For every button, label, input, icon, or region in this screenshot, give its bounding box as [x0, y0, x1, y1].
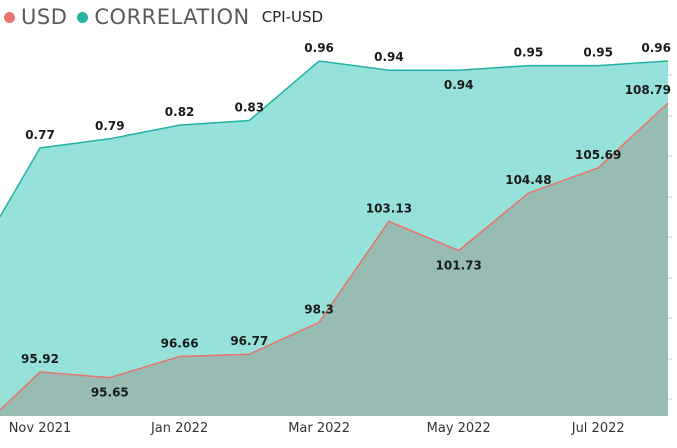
x-tick-label: Nov 2021: [9, 421, 72, 436]
correlation-data-label: 0.95: [583, 46, 613, 60]
correlation-data-label: 0.96: [641, 41, 671, 55]
legend-label: USD: [21, 5, 68, 29]
usd-data-label: 95.92: [21, 352, 59, 366]
chart-legend: USD CORRELATION CPI-USD: [4, 2, 323, 32]
usd-data-label: 101.73: [436, 259, 482, 273]
x-tick-label: Jul 2022: [571, 421, 625, 436]
usd-data-label: 103.13: [366, 201, 412, 215]
correlation-series-line: [0, 60, 669, 218]
usd-data-label: 105.69: [575, 148, 621, 162]
usd-series-line: [0, 102, 669, 411]
legend-item-correlation[interactable]: CORRELATION: [77, 5, 249, 29]
correlation-data-label: 0.77: [25, 128, 55, 142]
usd-data-label: 98.3: [304, 302, 334, 316]
correlation-data-label: 0.82: [165, 105, 195, 119]
legend-dot-icon: [77, 11, 89, 23]
usd-data-label: 104.48: [505, 173, 551, 187]
legend-dot-icon: [4, 11, 15, 23]
x-tick-label: May 2022: [427, 421, 491, 436]
usd-data-label: 96.77: [230, 334, 268, 348]
usd-data-label: 96.66: [161, 337, 199, 351]
legend-item-usd[interactable]: USD: [4, 5, 67, 29]
legend-title: CPI-USD: [261, 8, 324, 26]
legend-label: CORRELATION: [94, 5, 250, 29]
correlation-data-label: 0.83: [234, 101, 264, 115]
correlation-data-label: 0.94: [444, 78, 474, 92]
x-tick-label: Jan 2022: [150, 421, 208, 436]
x-tick-label: Mar 2022: [288, 421, 350, 436]
usd-series-area: [0, 103, 668, 416]
correlation-data-label: 0.96: [304, 41, 334, 55]
correlation-data-label: 0.94: [374, 50, 404, 64]
usd-data-label: 95.65: [91, 386, 129, 400]
correlation-data-label: 0.79: [95, 119, 125, 133]
usd-data-label: 108.79: [625, 83, 671, 97]
correlation-data-label: 0.95: [514, 46, 544, 60]
